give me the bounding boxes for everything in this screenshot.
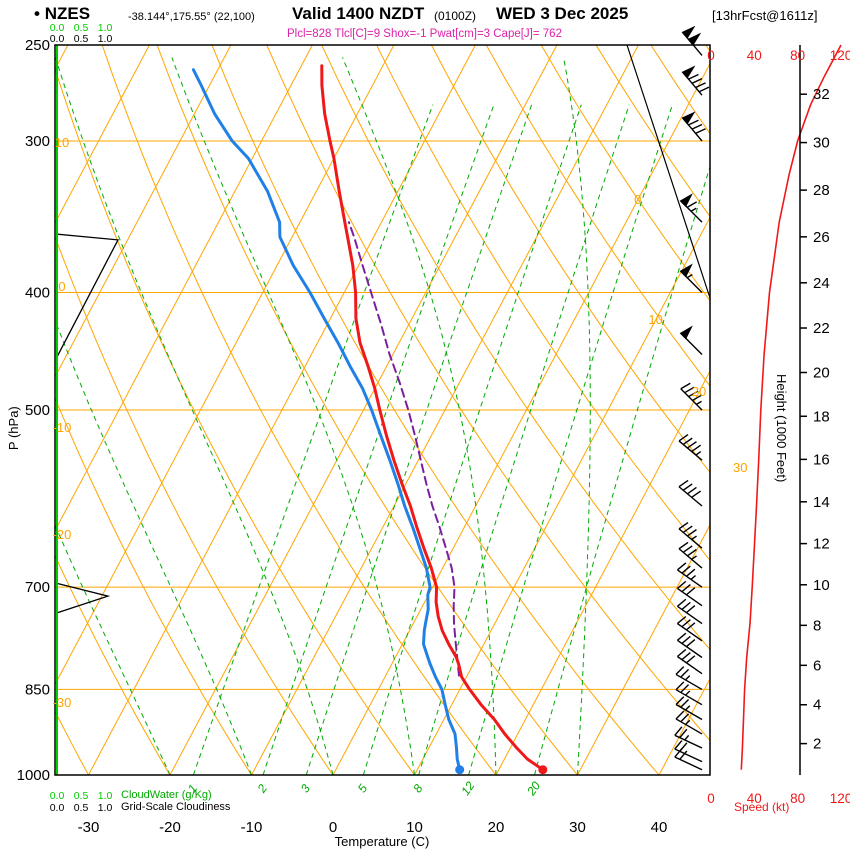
svg-text:0: 0 [707,48,715,63]
svg-text:0.0: 0.0 [50,790,65,802]
svg-text:20: 20 [488,819,505,836]
svg-text:10: 10 [648,312,662,327]
svg-text:1000: 1000 [17,767,50,784]
speed-axis-title: Speed (kt) [734,800,790,814]
svg-text:80: 80 [790,48,805,63]
svg-text:-20: -20 [159,819,181,836]
svg-text:10: 10 [406,819,423,836]
svg-text:4: 4 [813,697,821,714]
valid-date-label: WED 3 Dec 2025 [496,4,629,23]
svg-text:2: 2 [813,736,821,753]
svg-text:1.0: 1.0 [98,790,113,802]
station-bullet-icon: • [34,4,40,23]
svg-text:10: 10 [55,135,69,150]
sounding-curves [191,64,548,775]
svg-text:-10: -10 [53,420,72,435]
svg-text:2: 2 [254,781,270,796]
svg-text:10: 10 [813,577,830,594]
svg-text:30: 30 [813,135,830,152]
valid-zulu-label: (0100Z) [434,9,477,23]
svg-text:-30: -30 [78,819,100,836]
pressure-axis-title: P (hPa) [5,406,21,451]
svg-text:-10: -10 [241,819,263,836]
surface-dewpoint-dot [455,765,465,775]
svg-text:80: 80 [790,791,805,806]
svg-text:0.5: 0.5 [74,22,89,34]
wind-barbs [674,25,710,771]
svg-text:8: 8 [813,617,821,634]
svg-text:40: 40 [651,819,668,836]
svg-text:40: 40 [747,48,762,63]
svg-text:28: 28 [813,182,830,199]
svg-text:24: 24 [813,275,830,292]
cloudiness-legend: Grid-Scale Cloudiness [121,801,231,813]
svg-text:40: 40 [747,791,762,806]
surface-temp-dot [538,765,548,775]
svg-text:20: 20 [692,384,706,399]
station-title: • NZES [34,4,91,24]
svg-text:22: 22 [813,320,830,337]
svg-text:0: 0 [634,192,641,207]
svg-text:16: 16 [813,451,830,468]
svg-text:850: 850 [25,681,50,698]
svg-text:3: 3 [298,781,313,795]
svg-text:8: 8 [410,781,425,795]
svg-text:30: 30 [733,460,747,475]
svg-text:0.0: 0.0 [50,33,65,45]
svg-text:0.5: 0.5 [74,802,89,814]
svg-text:5: 5 [355,781,370,795]
svg-text:1.0: 1.0 [98,33,113,45]
svg-text:14: 14 [813,494,830,511]
svg-text:6: 6 [813,657,821,674]
svg-text:0: 0 [58,279,65,294]
svg-text:0.0: 0.0 [50,22,65,34]
svg-text:12: 12 [458,779,477,798]
svg-text:1.0: 1.0 [98,802,113,814]
svg-text:20: 20 [524,779,544,799]
svg-text:250: 250 [25,37,50,54]
svg-text:1.0: 1.0 [98,22,113,34]
svg-text:0.5: 0.5 [74,790,89,802]
svg-text:400: 400 [25,284,50,301]
station-coords: -38.144°,175.55° (22,100) [128,11,255,23]
height-axis-title: Height (1000 Feet) [774,373,790,483]
forecast-tag: [13hrFcst@1611z] [712,8,818,23]
svg-text:120: 120 [830,48,850,63]
svg-text:500: 500 [25,402,50,419]
svg-text:-30: -30 [53,695,72,710]
svg-text:26: 26 [813,229,830,246]
stability-indices: Plcl=828 Tlcl[C]=9 Shox=-1 Pwat[cm]=3 Ca… [287,28,562,40]
valid-time-label: Valid 1400 NZDT [292,4,425,23]
svg-text:300: 300 [25,133,50,150]
svg-text:0.0: 0.0 [50,802,65,814]
svg-text:32: 32 [813,86,830,103]
svg-text:12: 12 [813,536,830,553]
cloud-profiles [56,45,120,775]
svg-text:30: 30 [569,819,586,836]
svg-text:-20: -20 [53,527,72,542]
svg-text:0.5: 0.5 [74,33,89,45]
cloudwater-legend: CloudWater (g/Kg) [121,789,212,801]
wind-speed-profile [740,44,842,770]
temperature-axis-title: Temperature (C) [334,834,430,849]
background-grid [55,45,710,775]
station-name: NZES [44,4,91,23]
svg-text:120: 120 [830,791,850,806]
svg-text:18: 18 [813,408,830,425]
svg-text:0: 0 [707,791,715,806]
plot-frame [54,44,711,776]
svg-text:0: 0 [329,819,337,836]
svg-text:700: 700 [25,579,50,596]
svg-text:20: 20 [813,364,830,381]
